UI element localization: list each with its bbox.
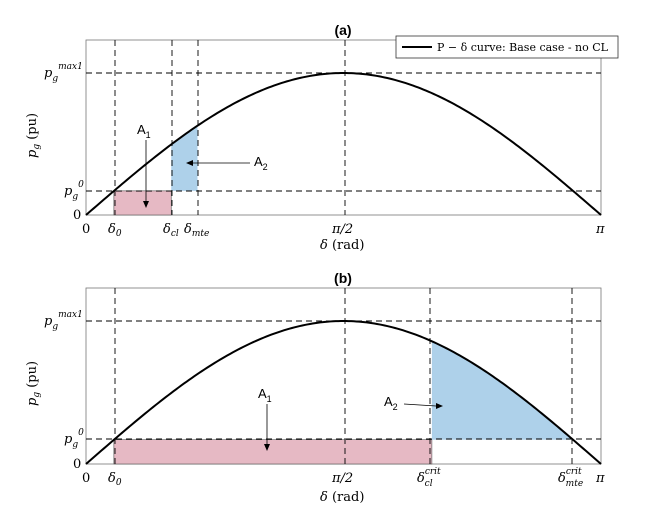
annotation-A2-arrowhead: [186, 160, 193, 166]
xtick-zero: 0: [82, 471, 90, 486]
panel-b-xticks: 0 δ0 π/2 δcrit cl δcrit mte π: [82, 467, 605, 489]
ytick-zero: 0: [73, 457, 81, 472]
legend-label: P − δ curve: Base case - no CL: [437, 41, 609, 54]
annotation-A2-label: A2: [254, 154, 268, 172]
ytick-pmax: pgmax1: [44, 310, 83, 332]
legend-box: [395, 35, 619, 59]
annotation-A2-arrowhead: [436, 403, 443, 409]
annotation-A2-label: A2: [384, 394, 398, 412]
xtick-pi2: π/2: [331, 222, 353, 237]
panel-a-xlabel: δ (rad): [320, 238, 364, 253]
annotation-A1-label: A1: [137, 122, 151, 140]
panel-a-axes-box: [85, 39, 602, 216]
panel-a: (a) P − δ curve: Base case - no CL A1: [25, 22, 619, 253]
panel-a-area-A1: [113, 190, 172, 216]
panel-b-pdelta-curve: [85, 319, 602, 465]
panel-b-yticks: pgmax1 pg0 0: [44, 310, 84, 472]
panel-a-xticks: 0 δ0 δcl δmte π/2 π: [82, 222, 605, 239]
panel-a-title: (a): [334, 22, 351, 38]
xtick-pi: π: [595, 222, 605, 237]
annotation-A1-label: A1: [258, 386, 272, 404]
annotation-A1-arrowhead: [264, 444, 270, 451]
panel-b-area-A1: [113, 439, 433, 465]
xtick-zero: 0: [82, 222, 90, 237]
xtick-deltacl: δcl: [163, 222, 179, 239]
panel-a-area-A2: [171, 125, 198, 191]
xtick-deltamte: δmte: [184, 222, 209, 239]
xtick-delta0: δ0: [108, 222, 122, 239]
panel-a-yticks: pgmax1 pg0 0: [44, 62, 84, 223]
panel-b-ylabel: pg (pu): [25, 361, 42, 406]
xtick-delta0: δ0: [108, 471, 122, 488]
panel-b-title: (b): [334, 270, 352, 286]
ytick-p0: pg0: [64, 180, 84, 202]
panel-b: (b) A1 A2 pgmax1 pg0: [25, 270, 605, 505]
ytick-pmax: pgmax1: [44, 62, 83, 84]
panel-a-legend: P − δ curve: Base case - no CL: [395, 35, 619, 59]
panel-a-pdelta-curve: [85, 71, 602, 216]
panel-a-ylabel: pg (pu): [25, 113, 42, 158]
ytick-p0: pg0: [64, 428, 84, 450]
annotation-A1-arrowhead: [143, 201, 149, 208]
panel-b-xlabel: δ (rad): [320, 490, 364, 505]
xtick-deltamte-crit: δcrit mte: [558, 467, 583, 489]
xtick-pi2: π/2: [331, 471, 353, 486]
xtick-deltacl-crit: δcrit cl: [417, 467, 441, 489]
panel-b-area-A2: [431, 341, 573, 440]
panel-a-annotation-A2: A2: [186, 154, 268, 172]
xtick-pi: π: [595, 471, 605, 486]
annotation-A2-arrow: [403, 403, 437, 407]
ytick-zero: 0: [73, 208, 81, 223]
